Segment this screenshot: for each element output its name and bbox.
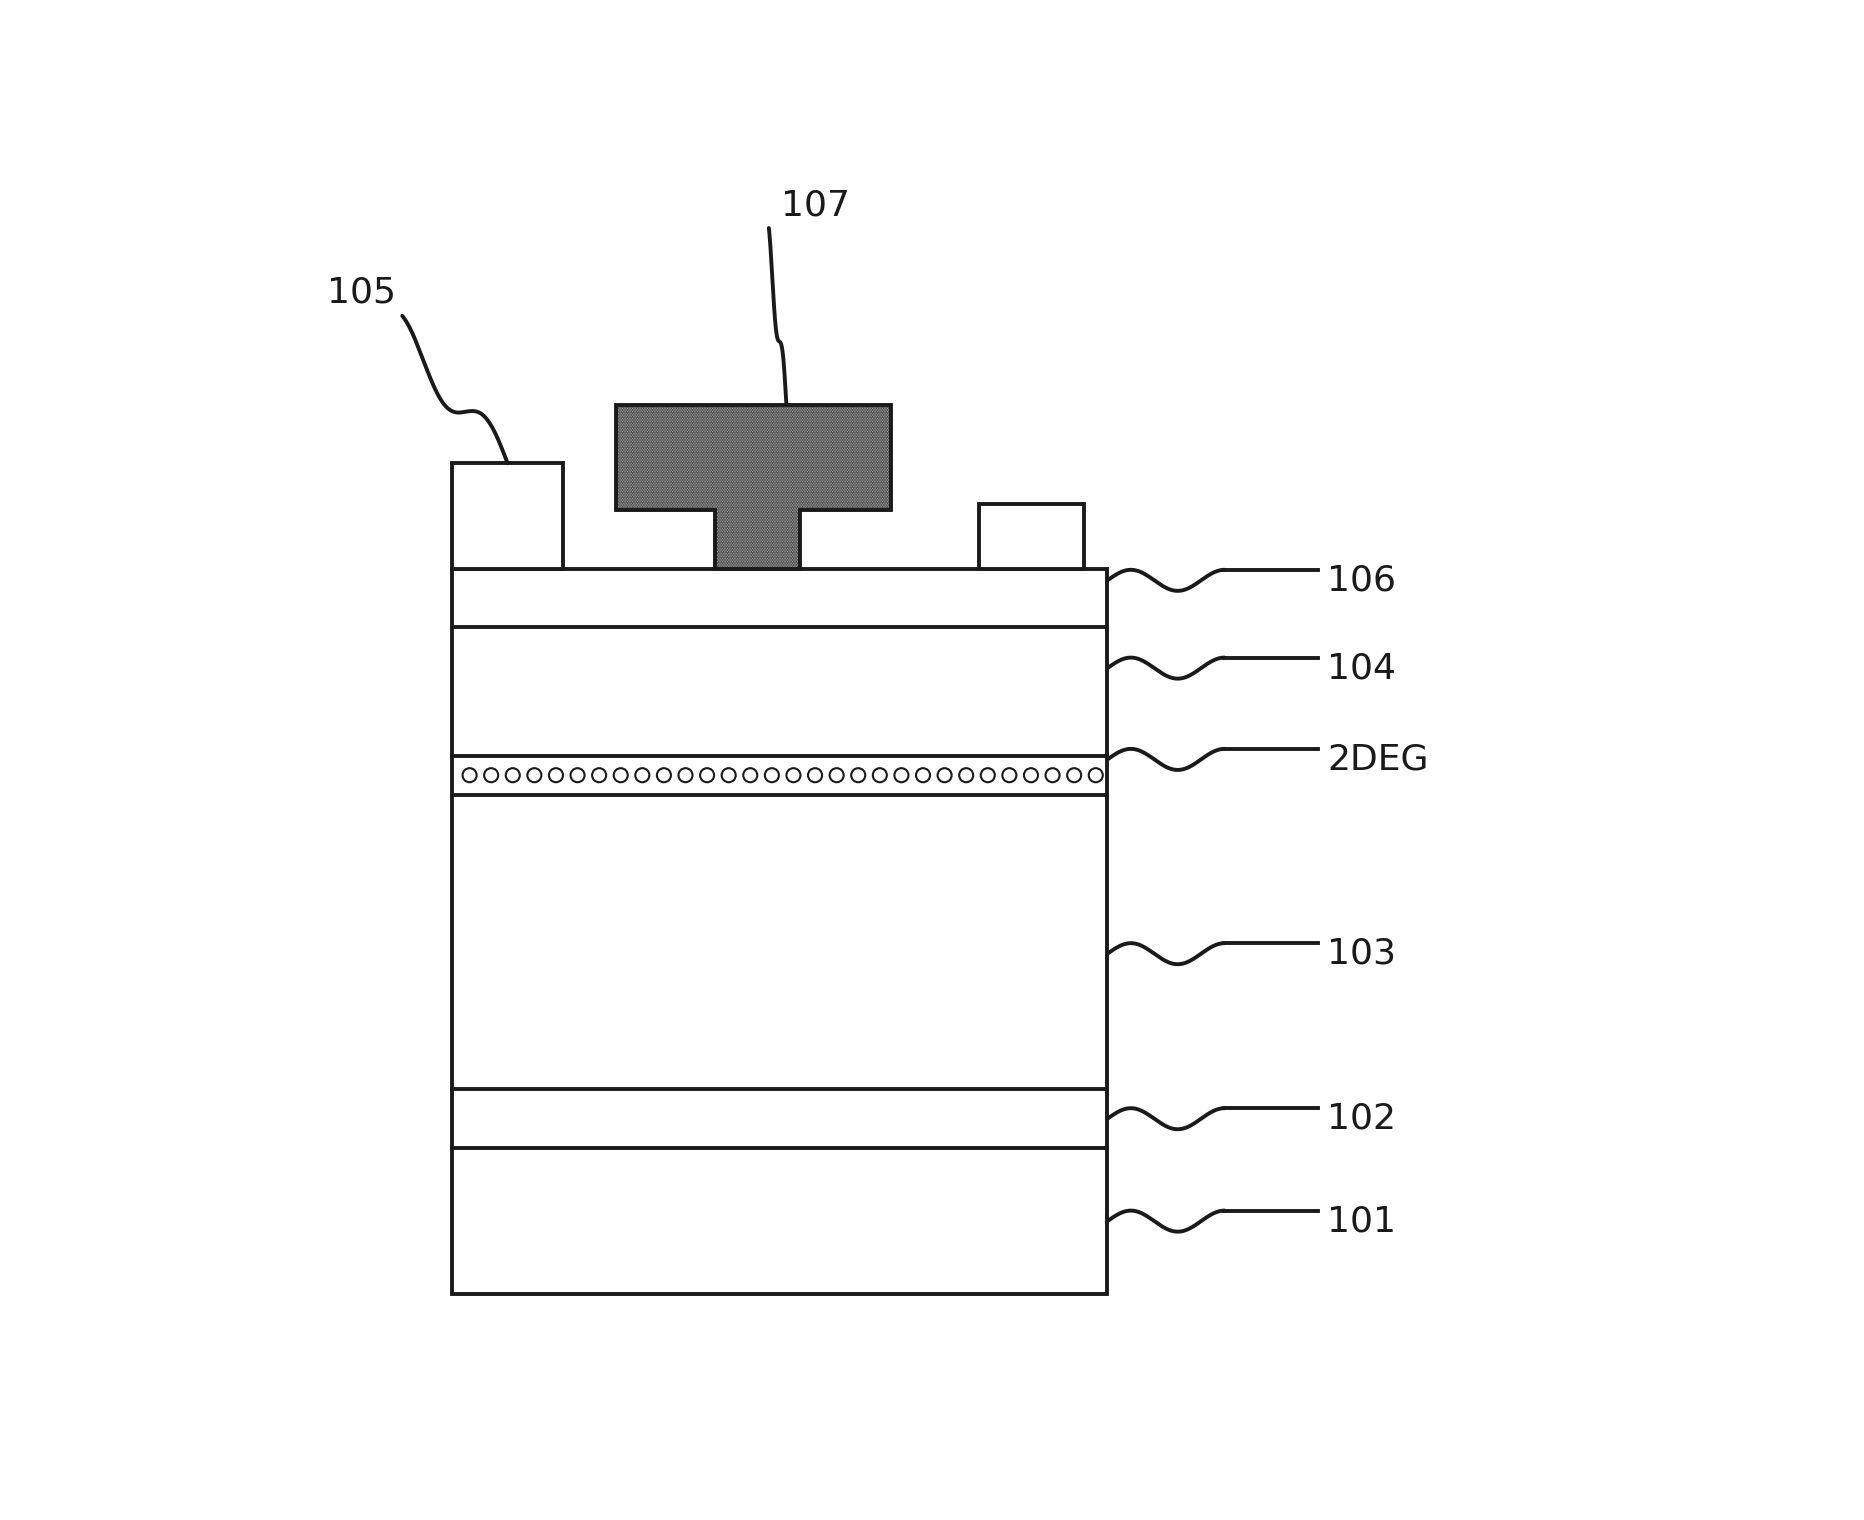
Circle shape xyxy=(744,768,757,783)
Circle shape xyxy=(787,768,800,783)
Circle shape xyxy=(938,768,953,783)
Circle shape xyxy=(678,768,693,783)
Circle shape xyxy=(570,768,585,783)
Circle shape xyxy=(505,768,520,783)
Polygon shape xyxy=(615,404,891,568)
Bar xyxy=(453,464,563,568)
Circle shape xyxy=(548,768,563,783)
Text: 107: 107 xyxy=(781,188,850,222)
Circle shape xyxy=(1003,768,1016,783)
Circle shape xyxy=(852,768,865,783)
Circle shape xyxy=(1046,768,1059,783)
Circle shape xyxy=(980,768,995,783)
Circle shape xyxy=(1066,768,1081,783)
Circle shape xyxy=(1089,768,1103,783)
Text: 103: 103 xyxy=(1327,936,1396,971)
Circle shape xyxy=(636,768,649,783)
Text: 104: 104 xyxy=(1327,651,1396,686)
Circle shape xyxy=(721,768,736,783)
Text: 2DEG: 2DEG xyxy=(1327,742,1430,777)
Circle shape xyxy=(960,768,973,783)
Text: 102: 102 xyxy=(1327,1102,1396,1135)
Circle shape xyxy=(593,768,606,783)
Circle shape xyxy=(613,768,628,783)
Circle shape xyxy=(764,768,779,783)
Text: 101: 101 xyxy=(1327,1204,1396,1239)
Circle shape xyxy=(462,768,477,783)
Bar xyxy=(453,568,1107,1295)
Circle shape xyxy=(528,768,541,783)
Circle shape xyxy=(915,768,930,783)
Text: 105: 105 xyxy=(328,277,397,310)
Circle shape xyxy=(829,768,844,783)
Text: 106: 106 xyxy=(1327,564,1396,597)
Circle shape xyxy=(807,768,822,783)
Circle shape xyxy=(895,768,908,783)
Circle shape xyxy=(872,768,887,783)
Circle shape xyxy=(1023,768,1038,783)
Circle shape xyxy=(701,768,714,783)
Circle shape xyxy=(485,768,498,783)
Bar xyxy=(979,505,1085,568)
Circle shape xyxy=(656,768,671,783)
